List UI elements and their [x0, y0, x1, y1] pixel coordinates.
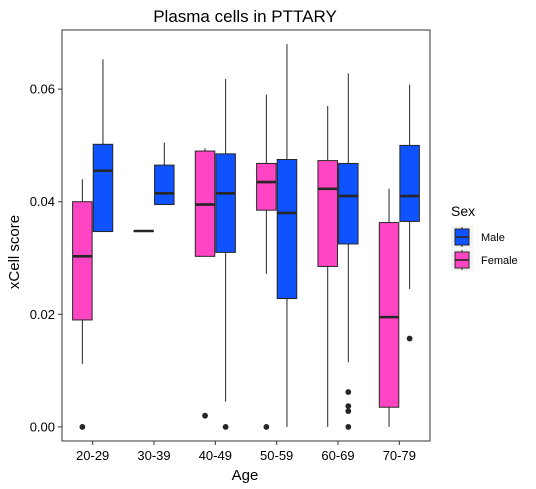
plot-panel-border: [61, 29, 431, 442]
outlier-point: [406, 335, 413, 342]
legend-label: Male: [481, 232, 505, 244]
box-female-20-29: [72, 179, 93, 430]
box-male-60-69: [338, 73, 359, 430]
y-tick-label: 0.06: [30, 82, 55, 97]
outlier-point: [345, 403, 352, 409]
x-axis: 20-29 30-39 40-49 50-59 60-69 70-79: [76, 441, 416, 463]
x-tick-label: 60-69: [321, 448, 354, 463]
x-tick-label: 50-59: [260, 448, 293, 463]
box-female-60-69: [317, 106, 338, 427]
x-tick-label: 40-49: [199, 448, 232, 463]
x-tick-label: 30-39: [137, 448, 170, 463]
outlier-point: [263, 424, 270, 430]
outlier-point: [345, 408, 352, 415]
outlier-point: [202, 412, 208, 419]
box-female-50-59: [256, 94, 277, 430]
box-iqr: [378, 222, 400, 408]
box-female-30-39: [133, 229, 154, 233]
y-tick-label: 0.04: [30, 194, 55, 209]
y-tick-label: 0.02: [30, 307, 55, 322]
box-male-20-29: [92, 59, 114, 233]
legend: Sex Male Female: [451, 203, 518, 271]
x-tick-label: 70-79: [383, 448, 416, 463]
x-axis-title: Age: [232, 467, 259, 484]
box-male-30-39: [154, 142, 175, 206]
box-male-50-59: [276, 44, 298, 427]
chart-title: Plasma cells in PTTARY: [153, 7, 337, 26]
legend-title: Sex: [451, 203, 475, 219]
box-iqr: [399, 144, 420, 222]
legend-label: Female: [481, 255, 518, 267]
box-iqr: [317, 160, 338, 267]
outlier-point: [222, 424, 229, 430]
box-iqr: [92, 143, 114, 233]
y-axis-title: xCell score: [6, 215, 23, 289]
box-iqr: [72, 201, 93, 321]
box-iqr: [154, 164, 175, 206]
box-female-40-49: [194, 148, 216, 419]
y-tick-label: 0.00: [30, 419, 55, 434]
plot-marks: [72, 44, 420, 430]
box-iqr: [338, 162, 359, 245]
box-male-70-79: [399, 84, 420, 342]
outlier-point: [345, 424, 352, 430]
outlier-point: [79, 424, 86, 430]
x-tick-label: 20-29: [76, 448, 109, 463]
outlier-point: [345, 389, 352, 395]
legend-entry-female: Female: [451, 249, 518, 271]
box-iqr: [256, 162, 277, 211]
box-male-40-49: [215, 78, 236, 430]
box-iqr: [276, 158, 298, 300]
legend-entry-male: Male: [451, 226, 505, 248]
box-female-70-79: [378, 188, 400, 427]
box-iqr: [215, 153, 236, 253]
y-axis: 0.00 0.02 0.04 0.06: [30, 82, 62, 434]
